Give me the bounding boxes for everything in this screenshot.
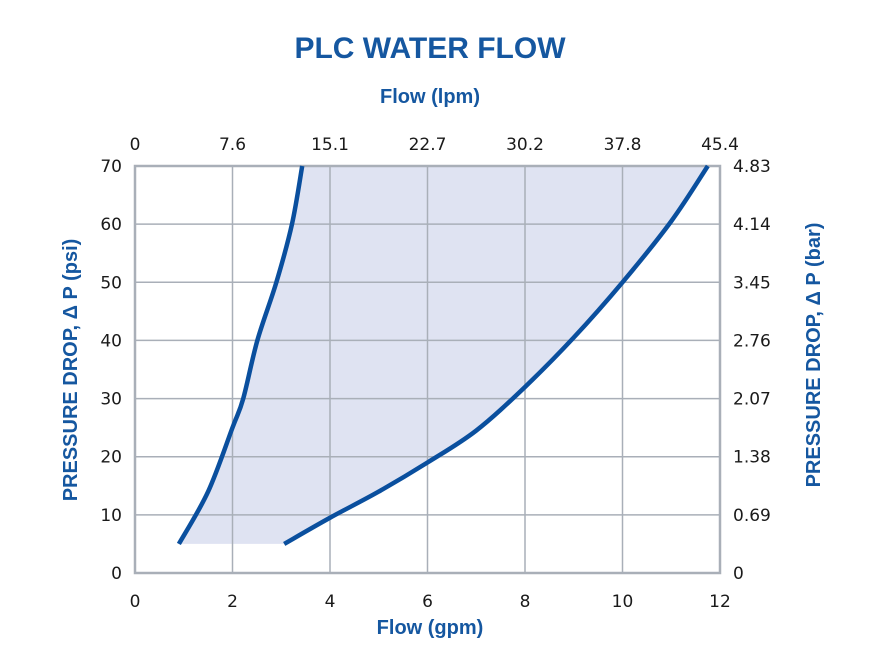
y-right-axis-label: PRESSURE DROP, Δ P (bar) bbox=[803, 223, 825, 488]
y-tick-label: 60 bbox=[100, 215, 122, 235]
series-line-min bbox=[176, 165, 305, 546]
x-top-tick-label: 15.1 bbox=[311, 135, 349, 155]
y-tick-label: 20 bbox=[100, 448, 122, 468]
series-line-max bbox=[283, 164, 710, 546]
x-tick-label: 2 bbox=[227, 592, 238, 612]
plot-frame bbox=[133, 164, 722, 575]
y-right-tick-label: 3.45 bbox=[733, 273, 771, 293]
y-right-tick-label: 2.76 bbox=[733, 331, 771, 351]
y-right-tick-label: 4.14 bbox=[733, 215, 771, 235]
x-top-tick-label: 7.6 bbox=[219, 135, 246, 155]
y-right-tick-label: 0 bbox=[733, 564, 744, 584]
x-top-tick-label: 30.2 bbox=[506, 135, 544, 155]
x-tick-label: 12 bbox=[709, 592, 731, 612]
y-tick-label: 40 bbox=[100, 331, 122, 351]
x-tick-label: 0 bbox=[130, 592, 141, 612]
x-tick-label: 10 bbox=[612, 592, 634, 612]
x-axis-label: Flow (gpm) bbox=[377, 617, 484, 639]
x-tick-label: 4 bbox=[325, 592, 336, 612]
y-tick-label: 70 bbox=[100, 157, 122, 177]
y-tick-label: 50 bbox=[100, 273, 122, 293]
y-right-tick-label: 2.07 bbox=[733, 390, 771, 410]
y-axis-label: PRESSURE DROP, Δ P (psi) bbox=[60, 239, 82, 502]
x-top-tick-label: 0 bbox=[130, 135, 141, 155]
y-right-tick-label: 4.83 bbox=[733, 157, 771, 177]
operating-range-fill bbox=[178, 166, 708, 544]
x-top-axis-label: Flow (lpm) bbox=[380, 86, 480, 108]
y-tick-label: 30 bbox=[100, 390, 122, 410]
x-top-tick-label: 37.8 bbox=[604, 135, 642, 155]
x-top-tick-label: 45.4 bbox=[701, 135, 739, 155]
y-tick-label: 0 bbox=[111, 564, 122, 584]
x-top-tick-label: 22.7 bbox=[409, 135, 447, 155]
x-tick-label: 8 bbox=[520, 592, 531, 612]
y-tick-label: 10 bbox=[100, 506, 122, 526]
y-right-tick-label: 0.69 bbox=[733, 506, 771, 526]
x-tick-label: 6 bbox=[422, 592, 433, 612]
chart-title: PLC WATER FLOW bbox=[294, 32, 566, 65]
y-right-tick-label: 1.38 bbox=[733, 448, 771, 468]
